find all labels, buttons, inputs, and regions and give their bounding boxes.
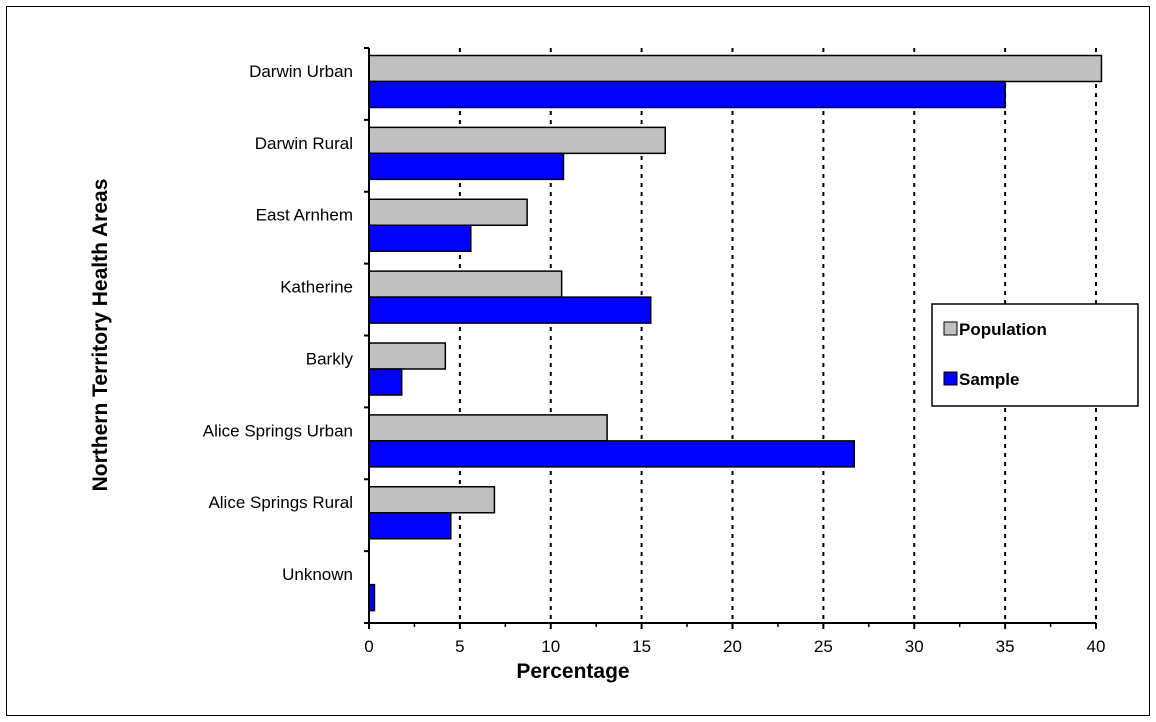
x-tick-label: 5: [455, 637, 464, 656]
bar-population-alice-springs-urban: [368, 414, 608, 442]
gridlines: [458, 48, 1097, 623]
legend-swatch-population: [943, 321, 958, 336]
category-label: Unknown: [282, 565, 353, 584]
bar-sample-katherine: [368, 296, 652, 324]
legend: Population Sample: [931, 303, 1139, 407]
bar-population-east-arnhem: [368, 198, 528, 226]
bar-sample-darwin-rural: [368, 152, 565, 181]
bar-population-alice-springs-rural: [368, 486, 496, 514]
bar-sample-darwin-urban: [368, 80, 1006, 109]
legend-label-sample: Sample: [959, 370, 1019, 389]
y-axis-title: Northern Territory Health Areas: [89, 179, 112, 492]
x-tick-label: 30: [905, 637, 924, 656]
category-label: Darwin Rural: [255, 134, 353, 153]
bar-sample-alice-springs-rural: [368, 512, 452, 540]
category-label: East Arnhem: [256, 206, 353, 225]
category-label: Darwin Urban: [249, 62, 353, 81]
x-tick-labels: 0 5 10 15 20 25 30 35 40: [364, 637, 1105, 656]
x-tick-label: 10: [541, 637, 560, 656]
x-tick-label: 35: [996, 637, 1015, 656]
legend-box: [931, 303, 1139, 407]
bar-population-katherine: [368, 270, 563, 298]
bar-population-darwin-rural: [368, 126, 667, 155]
x-tick-label: 20: [723, 637, 742, 656]
category-label: Alice Springs Rural: [208, 493, 353, 512]
bar-sample-alice-springs-urban: [368, 440, 856, 468]
bar-population-barkly: [368, 342, 447, 370]
axes: [364, 47, 1097, 629]
bar-population-darwin-urban: [368, 54, 1103, 83]
legend-swatch-sample: [943, 371, 958, 386]
category-label: Alice Springs Urban: [203, 421, 353, 440]
category-label: Katherine: [280, 278, 353, 297]
bar-chart: Darwin Urban Darwin Rural East Arnhem Kathe…: [89, 47, 1139, 683]
x-tick-label: 15: [632, 637, 651, 656]
bar-sample-east-arnhem: [368, 224, 472, 252]
category-label: Barkly: [306, 349, 354, 368]
x-tick-label: 25: [814, 637, 833, 656]
x-tick-label: 0: [364, 637, 373, 656]
x-axis-title: Percentage: [516, 660, 629, 683]
bars: [368, 54, 1103, 612]
category-labels: Darwin Urban Darwin Rural East Arnhem Kathe…: [203, 62, 354, 584]
legend-label-population: Population: [959, 320, 1047, 339]
chart-frame: Darwin Urban Darwin Rural East Arnhem Kathe…: [6, 6, 1150, 716]
x-tick-label: 40: [1087, 637, 1106, 656]
bar-sample-barkly: [368, 368, 403, 396]
